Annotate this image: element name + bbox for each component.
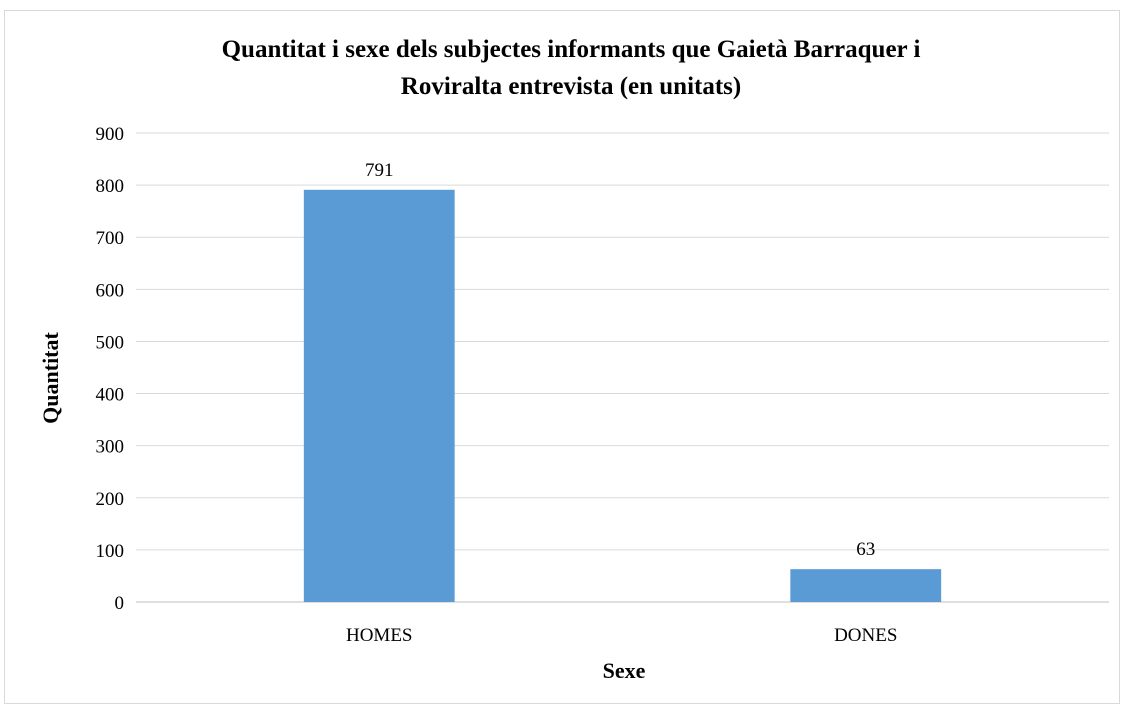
y-tick-label: 400 [96,385,125,406]
bar-dones [790,569,942,602]
chart-title-line-2: Roviralta entrevista (en unitats) [401,73,741,100]
x-tick-label-homes: HOMES [346,625,413,646]
data-label-homes: 791 [365,160,394,181]
y-tick-label: 500 [96,332,125,353]
x-tick-label-dones: DONES [834,625,897,646]
y-axis-tick-labels: 0 100 200 300 400 500 600 700 800 900 [96,124,125,614]
data-labels: 791 63 [365,160,875,560]
y-tick-label: 100 [96,541,125,562]
bars [303,189,942,602]
y-tick-label: 0 [115,593,125,614]
bar-chart: Quantitat i sexe dels subjectes informan… [38,36,1109,683]
y-axis-title: Quantitat [38,331,63,423]
y-tick-label: 200 [96,489,125,510]
y-tick-label: 700 [96,228,125,249]
y-tick-label: 900 [96,124,125,145]
y-tick-label: 300 [96,437,125,458]
chart-title-line-1: Quantitat i sexe dels subjectes informan… [222,36,921,63]
chart-area: Quantitat i sexe dels subjectes informan… [4,10,1120,704]
bar-homes [303,189,455,602]
gridlines [136,132,1109,603]
x-axis-tick-labels: HOMES DONES [346,625,897,646]
data-label-dones: 63 [856,539,875,560]
y-tick-label: 800 [96,176,125,197]
y-tick-label: 600 [96,280,125,301]
x-axis-title: Sexe [603,658,646,683]
